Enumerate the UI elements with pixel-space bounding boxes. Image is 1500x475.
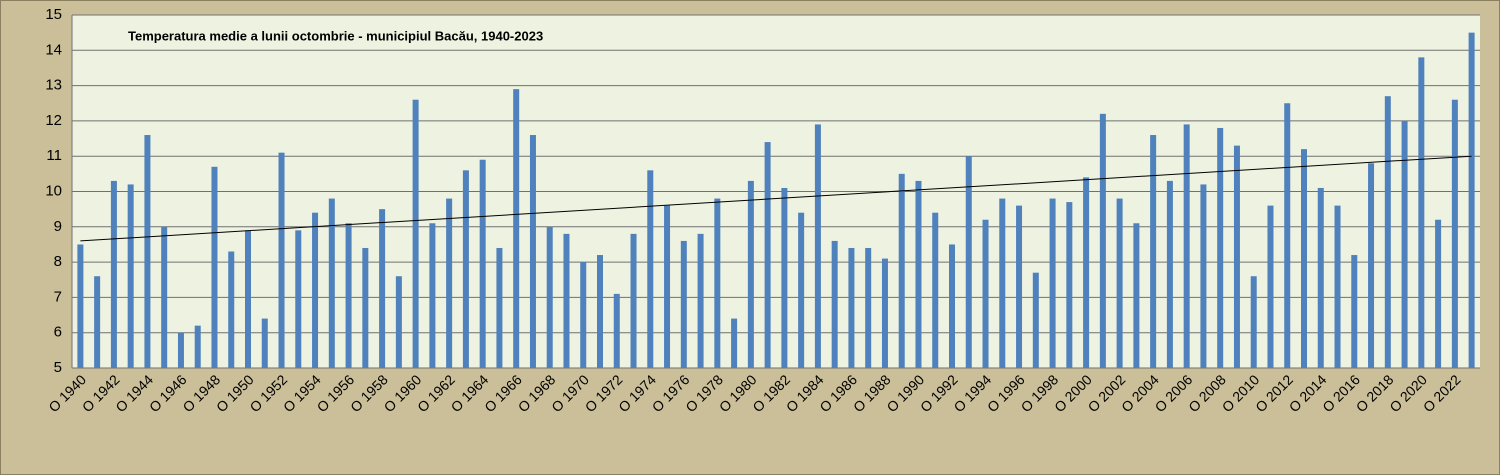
- bar: [529, 135, 536, 368]
- bar: [865, 247, 872, 368]
- bar: [798, 212, 805, 368]
- bar: [697, 233, 704, 368]
- y-tick-label: 6: [54, 324, 62, 341]
- bar: [1418, 57, 1425, 369]
- y-tick-label: 8: [54, 253, 62, 270]
- bar: [1250, 276, 1257, 368]
- bar: [362, 247, 369, 368]
- bar: [412, 99, 419, 368]
- bar: [1384, 96, 1391, 368]
- y-tick-label: 7: [54, 288, 62, 305]
- bar: [278, 152, 285, 368]
- y-tick-label: 9: [54, 218, 62, 235]
- bar: [1401, 120, 1408, 369]
- bar: [630, 233, 637, 368]
- bar: [848, 247, 855, 368]
- bar: [127, 184, 134, 368]
- bar: [1351, 255, 1358, 368]
- bar: [462, 170, 469, 368]
- bar: [781, 187, 788, 368]
- y-tick-label: 12: [45, 112, 62, 129]
- bar: [949, 244, 955, 368]
- bar: [211, 166, 218, 368]
- bar: [1267, 205, 1274, 368]
- bar: [177, 332, 184, 368]
- bar: [1451, 99, 1458, 368]
- bar: [546, 226, 553, 368]
- bar: [228, 251, 235, 368]
- bar: [1150, 135, 1157, 368]
- bar: [395, 276, 402, 368]
- bar: [1032, 272, 1039, 368]
- bar: [110, 180, 117, 368]
- y-tick-label: 5: [54, 359, 62, 376]
- bar: [295, 230, 302, 368]
- bar: [1368, 163, 1375, 368]
- bar: [496, 247, 503, 368]
- y-tick-label: 11: [46, 147, 62, 164]
- chart-title: Temperatura medie a lunii octombrie - mu…: [128, 28, 543, 43]
- y-tick-label: 13: [45, 77, 62, 94]
- y-tick-label: 15: [45, 6, 62, 23]
- bar: [664, 205, 671, 368]
- bar: [345, 223, 352, 368]
- bar: [1083, 177, 1090, 368]
- bar: [680, 240, 687, 368]
- bar: [1183, 124, 1190, 369]
- bar: [261, 318, 268, 368]
- bar: [1049, 198, 1056, 368]
- bar: [245, 230, 251, 368]
- bar: [446, 198, 453, 368]
- bar: [379, 209, 386, 368]
- bar: [965, 156, 972, 368]
- bar: [597, 255, 603, 368]
- bar: [1334, 205, 1341, 368]
- bar: [1166, 180, 1173, 368]
- bar: [1317, 187, 1324, 368]
- bar: [563, 233, 570, 368]
- bar: [77, 244, 84, 368]
- bar: [144, 135, 151, 368]
- bar: [1133, 223, 1140, 368]
- trend-line: [80, 155, 1472, 242]
- y-tick-label: 10: [45, 182, 62, 199]
- y-tick-label: 14: [45, 41, 62, 58]
- bar: [1301, 149, 1307, 368]
- bar: [1099, 113, 1106, 368]
- bar: [1200, 184, 1207, 368]
- bar: [932, 212, 939, 368]
- bar: [747, 180, 754, 368]
- bar: [479, 159, 486, 368]
- bar: [94, 276, 101, 368]
- bar: [429, 223, 436, 368]
- bar: [194, 325, 201, 368]
- bar: [1217, 127, 1224, 369]
- bar: [731, 318, 738, 368]
- bar: [1233, 145, 1240, 368]
- bar: [1435, 219, 1442, 368]
- bar: [1016, 205, 1023, 368]
- bar: [1116, 198, 1123, 368]
- bar: [328, 198, 335, 368]
- bar: [613, 293, 620, 368]
- bar: [764, 142, 771, 368]
- bar: [1468, 32, 1475, 369]
- bar: [831, 240, 838, 368]
- bar: [580, 262, 587, 368]
- bar: [898, 173, 905, 368]
- bar: [161, 226, 168, 368]
- bar: [1284, 103, 1291, 368]
- bar: [714, 198, 721, 368]
- bar: [647, 170, 654, 368]
- bar: [1066, 202, 1073, 368]
- bar: [312, 212, 319, 368]
- bar: [881, 258, 888, 368]
- bar: [814, 124, 821, 369]
- bar: [999, 198, 1006, 368]
- bar: [513, 89, 520, 368]
- bar: [982, 219, 989, 368]
- bar: [915, 180, 922, 368]
